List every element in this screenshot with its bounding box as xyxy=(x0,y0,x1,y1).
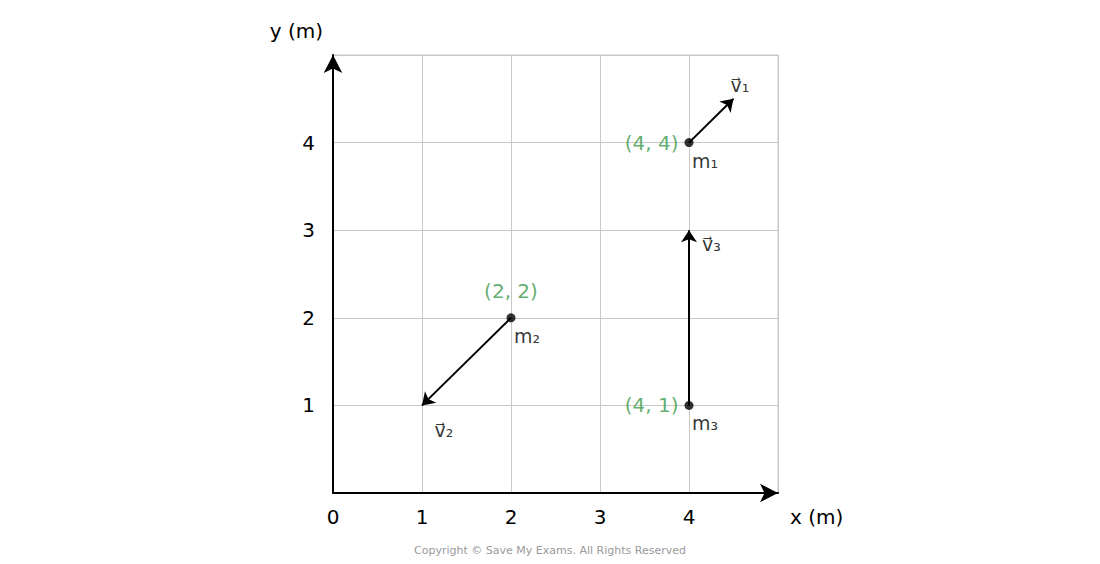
svg-text:1: 1 xyxy=(416,505,429,529)
svg-text:v⃗₁: v⃗₁ xyxy=(731,74,750,96)
svg-text:3: 3 xyxy=(302,218,315,242)
svg-text:v⃗₂: v⃗₂ xyxy=(435,419,454,441)
svg-text:0: 0 xyxy=(327,505,340,529)
svg-text:m₁: m₁ xyxy=(692,150,718,172)
svg-text:(4, 4): (4, 4) xyxy=(625,131,679,155)
svg-text:3: 3 xyxy=(594,505,607,529)
svg-text:v⃗₃: v⃗₃ xyxy=(702,233,721,255)
svg-text:2: 2 xyxy=(505,505,518,529)
svg-text:x (m): x (m) xyxy=(790,505,843,529)
svg-text:Copyright © Save My Exams. All: Copyright © Save My Exams. All Rights Re… xyxy=(414,544,686,557)
svg-text:4: 4 xyxy=(302,131,315,155)
svg-text:(4, 1): (4, 1) xyxy=(625,393,679,417)
svg-text:2: 2 xyxy=(302,306,315,330)
svg-text:m₃: m₃ xyxy=(692,412,718,434)
svg-text:(2, 2): (2, 2) xyxy=(484,279,538,303)
svg-text:4: 4 xyxy=(683,505,696,529)
svg-text:y (m): y (m) xyxy=(270,19,323,43)
svg-text:m₂: m₂ xyxy=(514,325,540,347)
svg-text:1: 1 xyxy=(302,393,315,417)
